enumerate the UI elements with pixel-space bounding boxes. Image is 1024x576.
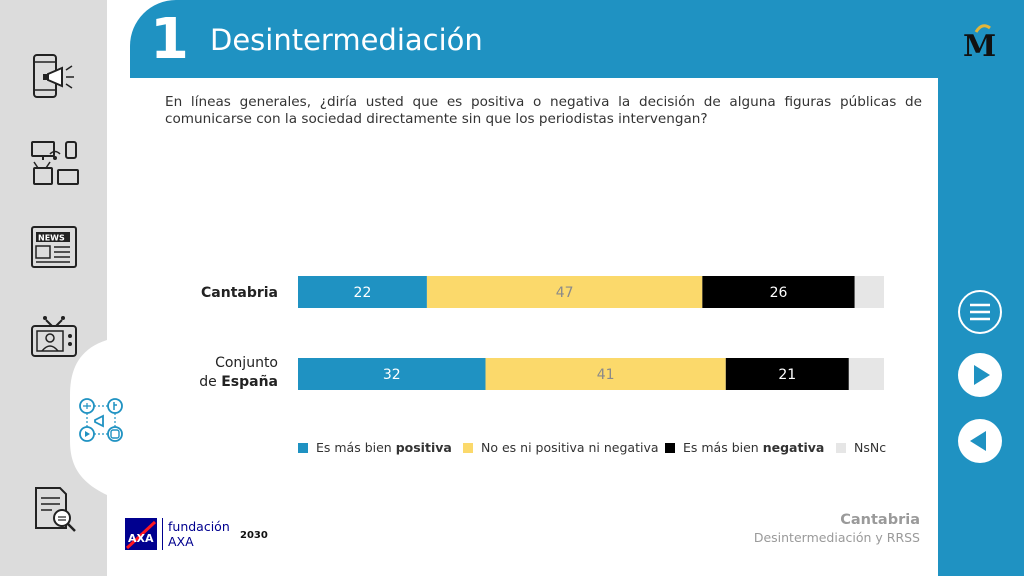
- chart-legend: Es más bien positiva No es ni positiva ni…: [298, 440, 898, 460]
- newspaper-icon-text: NEWS: [38, 234, 65, 243]
- newspaper-icon[interactable]: NEWS: [28, 222, 82, 272]
- legend-swatch-positiva: [298, 442, 308, 453]
- bar-segment: [426, 276, 703, 308]
- bar-segment: [298, 358, 486, 390]
- mobile-megaphone-icon[interactable]: [28, 52, 82, 102]
- social-media-icon[interactable]: [77, 396, 131, 446]
- right-sidebar: [938, 0, 1024, 576]
- next-button[interactable]: [957, 352, 1003, 398]
- footer-region: Cantabria: [840, 512, 920, 528]
- category-label: Conjunto: [215, 355, 278, 371]
- legend-item: Es más bien positiva: [298, 440, 452, 455]
- active-tab-curve: [70, 340, 107, 495]
- svg-text:M: M: [963, 29, 996, 60]
- footer-section: Desintermediación y RRSS: [753, 530, 920, 545]
- legend-swatch-nsnc: [836, 442, 846, 453]
- report-search-icon[interactable]: [28, 484, 82, 534]
- category-label: de España: [199, 374, 278, 390]
- data-label: 21: [778, 367, 796, 383]
- svg-text:AXA: AXA: [128, 532, 154, 545]
- legend-label: Es más bien negativa: [683, 440, 825, 455]
- legend-label: No es ni positiva ni negativa: [481, 440, 659, 455]
- menu-icon: [958, 290, 1002, 334]
- footer-caption: Cantabria Desintermediación y RRSS: [754, 510, 920, 546]
- brand-logo: M: [960, 22, 1000, 64]
- bar-segment: [485, 358, 726, 390]
- data-label: 32: [383, 367, 401, 383]
- legend-label: Es más bien positiva: [316, 440, 452, 455]
- bar-segment: [702, 276, 855, 308]
- axa-logo: AXA: [125, 518, 157, 550]
- tv-presenter-icon[interactable]: [28, 310, 82, 360]
- legend-swatch-negativa: [665, 442, 675, 453]
- bar-segment: [298, 276, 427, 308]
- header-band: [130, 0, 938, 78]
- stacked-bar-chart: 22 47 26 Cantabria 32 41 21 Conjunto de España: [199, 276, 884, 390]
- legend-label: NsNc: [854, 440, 887, 455]
- bar-segment: [848, 358, 884, 390]
- category-label: Cantabria: [201, 285, 278, 301]
- fundacion-axa-label: fundación AXA: [168, 519, 230, 549]
- page-title: Desintermediación: [210, 23, 483, 57]
- previous-button[interactable]: [957, 418, 1003, 464]
- bar-segment: [854, 276, 884, 308]
- legend-item: Es más bien negativa: [665, 440, 824, 455]
- data-label: 26: [770, 285, 788, 301]
- back-icon: [958, 419, 1002, 463]
- legend-item: NsNc: [836, 440, 886, 455]
- agenda-2030-logo: 2030: [240, 530, 268, 541]
- data-label: 41: [597, 367, 615, 383]
- devices-icon[interactable]: [28, 138, 82, 188]
- legend-item: No es ni positiva ni negativa: [463, 440, 659, 455]
- data-label: 47: [556, 285, 574, 301]
- legend-swatch-neutral: [463, 442, 473, 453]
- play-icon: [958, 353, 1002, 397]
- bar-segment: [725, 358, 849, 390]
- section-number: 1: [150, 7, 189, 72]
- data-label: 22: [354, 285, 372, 301]
- logo-divider: [162, 518, 163, 550]
- menu-button[interactable]: [957, 289, 1003, 335]
- survey-question: En líneas generales, ¿diría usted que es…: [165, 94, 922, 127]
